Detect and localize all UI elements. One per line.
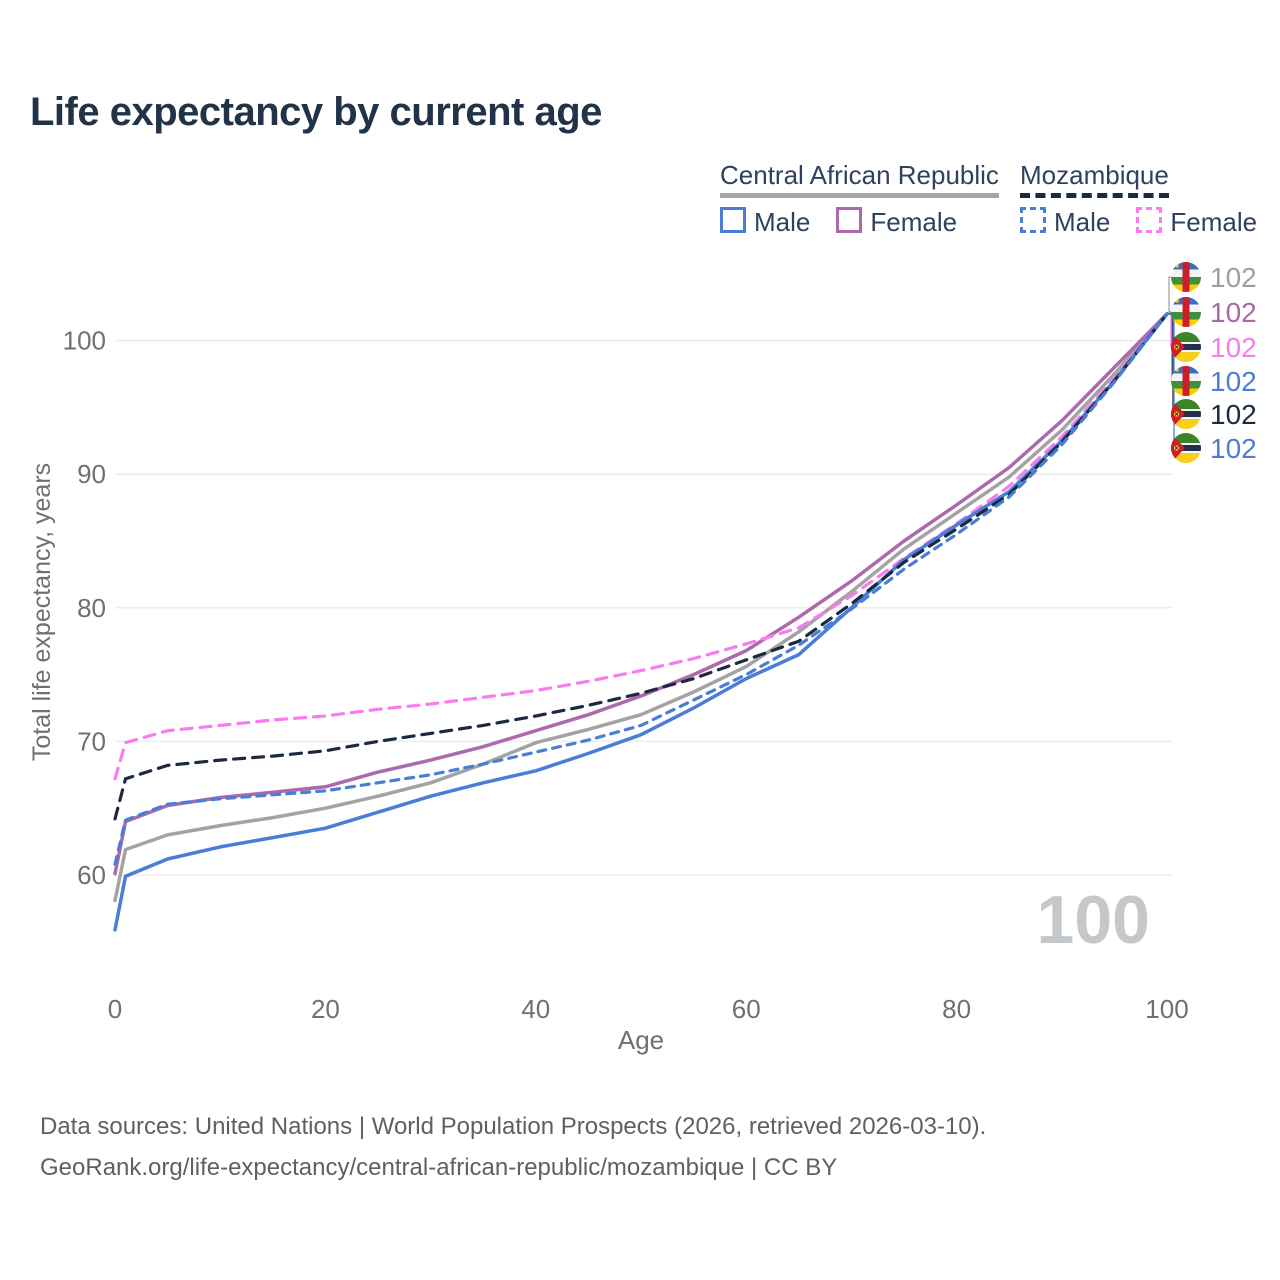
legend-items: Male Female xyxy=(1020,207,1280,238)
legend-group-mozambique: Mozambique Male Female xyxy=(1020,160,1280,238)
series-line-mozambique-female[interactable] xyxy=(113,312,1169,781)
flag-marker-car-central-african-republic-female xyxy=(1171,297,1201,327)
legend-country-line-sample xyxy=(720,193,999,198)
legend-item-central-african-republic-male[interactable]: Male xyxy=(720,207,810,238)
legend-item-label: Male xyxy=(1054,207,1111,237)
footer-source-link[interactable]: GeoRank.org/life-expectancy/central-afri… xyxy=(40,1154,838,1181)
legend-country-line-sample xyxy=(1020,193,1169,198)
legend-swatch-icon xyxy=(1020,207,1046,233)
watermark-max-age: 100 xyxy=(1037,882,1150,958)
series-line-central-african-republic-female[interactable] xyxy=(113,312,1169,876)
flag-marker-moz-mozambique-male xyxy=(1171,433,1201,463)
legend-item-label: Female xyxy=(1170,207,1258,237)
x-tick-label-80: 80 xyxy=(942,994,971,1024)
x-tick-label-60: 60 xyxy=(732,994,761,1024)
legend-country-label[interactable]: Mozambique xyxy=(1020,160,1169,190)
series-line-central-african-republic[interactable] xyxy=(113,312,1169,903)
end-value-label-mozambique-male: 102 xyxy=(1210,433,1257,464)
page-title: Life expectancy by current age xyxy=(30,90,602,134)
legend-item-central-african-republic-female[interactable]: Female xyxy=(836,207,957,238)
x-tick-label-0: 0 xyxy=(108,994,122,1024)
end-value-label-mozambique: 102 xyxy=(1210,399,1257,430)
x-tick-label-40: 40 xyxy=(521,994,550,1024)
y-tick-label-70: 70 xyxy=(77,726,106,756)
legend-item-label: Male xyxy=(754,207,811,237)
legend-country-label[interactable]: Central African Republic xyxy=(720,160,999,190)
flag-marker-moz-mozambique-female xyxy=(1171,332,1201,362)
legend-group-central-african-republic: Central African Republic Male Female xyxy=(720,160,999,238)
flag-marker-moz-mozambique xyxy=(1171,399,1201,429)
y-tick-label-60: 60 xyxy=(77,860,106,890)
x-axis-title: Age xyxy=(618,1025,664,1055)
flag-marker-car-central-african-republic-male xyxy=(1171,366,1201,396)
footer-data-sources: Data sources: United Nations | World Pop… xyxy=(40,1113,987,1140)
end-value-label-central-african-republic-female: 102 xyxy=(1210,297,1257,328)
legend-swatch-icon xyxy=(836,207,863,233)
legend-items: Male Female xyxy=(720,207,999,238)
legend-item-label: Female xyxy=(870,207,958,237)
legend-item-mozambique-male[interactable]: Male xyxy=(1020,207,1110,238)
series-line-central-african-republic-male[interactable] xyxy=(113,312,1169,932)
end-value-label-central-african-republic: 102 xyxy=(1210,262,1257,293)
end-value-label-mozambique-female: 102 xyxy=(1210,332,1257,363)
end-value-label-central-african-republic-male: 102 xyxy=(1210,366,1257,397)
legend-swatch-icon xyxy=(1136,207,1163,233)
y-axis-title: Total life expectancy, years xyxy=(28,463,56,761)
series-line-mozambique-male[interactable] xyxy=(113,312,1169,866)
series-line-mozambique[interactable] xyxy=(113,312,1169,821)
legend-item-mozambique-female[interactable]: Female xyxy=(1136,207,1257,238)
x-tick-label-20: 20 xyxy=(311,994,340,1024)
x-tick-label-100: 100 xyxy=(1145,994,1188,1024)
legend-swatch-icon xyxy=(720,207,746,233)
footer: Data sources: United Nations | World Pop… xyxy=(40,1106,986,1188)
y-tick-label-80: 80 xyxy=(77,593,106,623)
flag-marker-car-central-african-republic xyxy=(1171,262,1201,292)
y-tick-label-90: 90 xyxy=(77,459,106,489)
y-tick-label-100: 100 xyxy=(63,326,106,356)
